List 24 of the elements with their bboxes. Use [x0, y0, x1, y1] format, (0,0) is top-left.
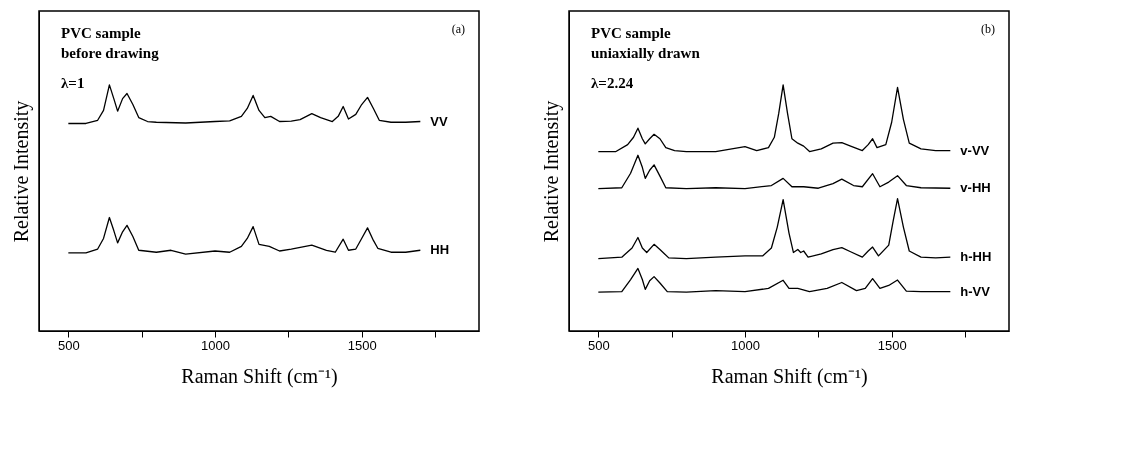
text: (a) — [451, 22, 465, 36]
series-label: v-VV — [960, 142, 990, 158]
series-label: VV — [430, 113, 448, 129]
annotation: λ=2.24 — [591, 75, 634, 91]
x-tick-label: 1500 — [877, 337, 907, 353]
series-label: h-HH — [960, 249, 992, 265]
annotation: λ=1 — [61, 75, 85, 91]
series-label: h-VV — [960, 283, 991, 299]
x-axis-title: Raman Shift (cm⁻¹) — [181, 364, 338, 388]
x-tick-label: 500 — [57, 337, 80, 353]
text: PVC sample — [591, 25, 671, 41]
x-tick-label: 500 — [587, 337, 610, 353]
series-label: v-HH — [960, 180, 991, 196]
x-tick-label: 1000 — [731, 337, 760, 353]
y-axis-title: Relative Intensity — [539, 100, 563, 243]
x-tick-label: 1000 — [201, 337, 230, 353]
text: before drawing — [61, 45, 160, 61]
text: PVC sample — [61, 25, 141, 41]
series-label: HH — [430, 242, 450, 258]
text: (b) — [981, 22, 995, 36]
y-axis-title: Relative Intensity — [9, 100, 33, 243]
x-tick-label: 1500 — [347, 337, 377, 353]
text: uniaxially drawn — [591, 45, 701, 61]
x-axis-title: Raman Shift (cm⁻¹) — [711, 364, 868, 388]
